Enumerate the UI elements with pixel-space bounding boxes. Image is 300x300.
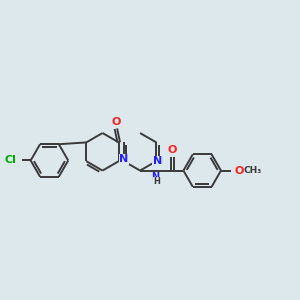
Text: N: N [152, 172, 160, 182]
Text: O: O [235, 166, 244, 176]
Text: CH₃: CH₃ [244, 166, 262, 175]
Text: H: H [154, 177, 160, 186]
Text: Cl: Cl [4, 155, 16, 166]
Text: N: N [153, 156, 162, 166]
Text: O: O [111, 117, 121, 127]
Text: O: O [168, 145, 177, 155]
Text: N: N [119, 154, 128, 164]
